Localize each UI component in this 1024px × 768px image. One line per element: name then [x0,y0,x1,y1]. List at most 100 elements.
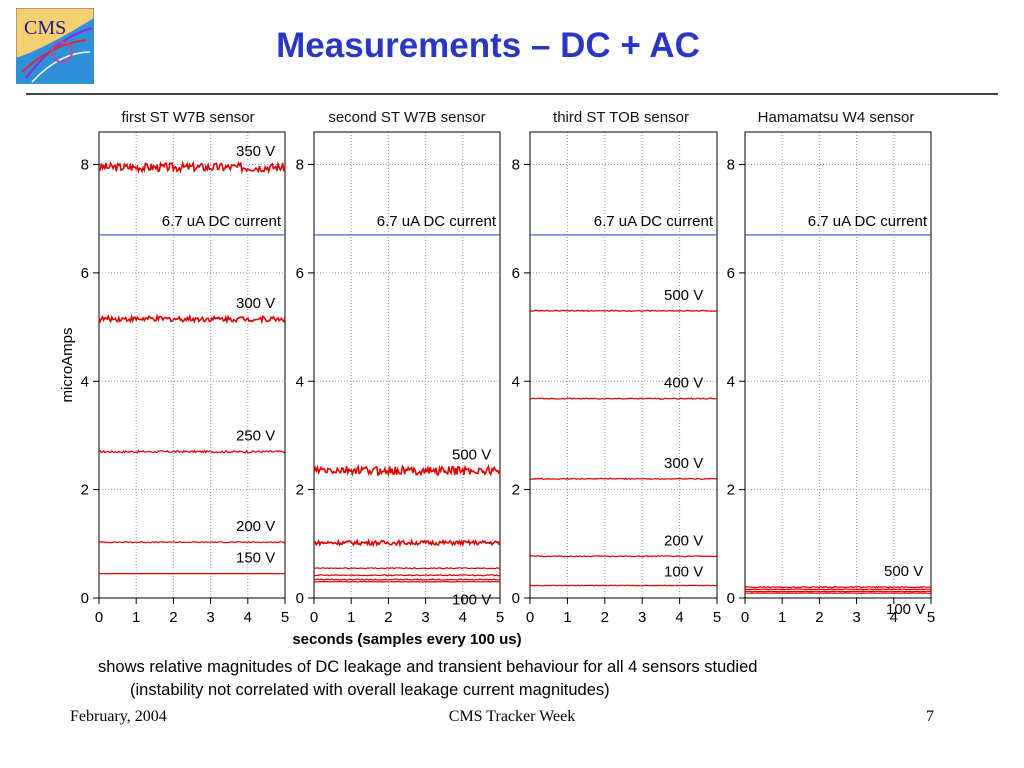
y-tick-label: 6 [296,265,304,282]
series-line [313,464,501,477]
x-tick-label: 2 [815,609,823,626]
x-axis-label: seconds (samples every 100 us) [292,631,521,648]
y-tick-label: 6 [727,265,735,282]
y-tick-label: 0 [727,590,735,607]
series-label: 100 V [452,592,491,609]
x-tick-label: 3 [206,609,214,626]
footer-page-number: 7 [926,708,934,725]
y-tick-label: 4 [296,373,304,390]
series-label: 500 V [452,447,491,464]
series-line [313,578,500,581]
reference-label: 6.7 uA DC current [162,213,282,230]
y-tick-label: 4 [512,373,520,390]
series-line [744,585,932,589]
series-line [529,584,718,587]
caption: shows relative magnitudes of DC leakage … [98,656,998,702]
y-tick-label: 6 [81,265,89,282]
series-label: 200 V [664,532,703,549]
series-line [313,566,501,570]
series-label: 250 V [236,428,275,445]
y-tick-label: 2 [727,482,735,499]
x-tick-label: 2 [169,609,177,626]
x-tick-label: 0 [95,609,103,626]
x-tick-label: 5 [927,609,935,626]
y-tick-label: 8 [296,157,304,174]
y-tick-label: 4 [81,373,89,390]
y-tick-label: 4 [727,373,735,390]
reference-label: 6.7 uA DC current [377,213,497,230]
x-tick-label: 2 [601,609,609,626]
series-label: 100 V [664,564,703,581]
title-divider [26,93,998,95]
series-line [98,313,286,325]
plot-frame [744,131,932,599]
series-line [98,540,286,544]
x-tick-label: 0 [741,609,749,626]
reference-label: 6.7 uA DC current [808,213,928,230]
y-tick-label: 2 [81,482,89,499]
y-tick-label: 8 [512,157,520,174]
y-tick-label: 6 [512,265,520,282]
panel-title: Hamamatsu W4 sensor [758,109,915,126]
series-line [529,477,718,481]
series-label: 400 V [664,375,703,392]
x-tick-label: 0 [310,609,318,626]
plot-frame [98,131,286,599]
x-tick-label: 4 [890,609,898,626]
x-tick-label: 3 [638,609,646,626]
x-tick-label: 3 [421,609,429,626]
x-tick-label: 4 [244,609,252,626]
y-tick-label: 0 [296,590,304,607]
y-tick-label: 8 [81,157,89,174]
plot-frame [313,131,501,599]
series-label: 500 V [884,563,923,580]
series-line [744,588,931,591]
x-tick-label: 1 [132,609,140,626]
slide-title: Measurements – DC + AC [276,26,700,65]
x-tick-label: 5 [281,609,289,626]
y-axis-label: microAmps [59,327,76,402]
x-tick-label: 5 [713,609,721,626]
reference-label: 6.7 uA DC current [594,213,714,230]
panel-title: second ST W7B sensor [328,109,485,126]
cms-logo: CMS [16,8,94,84]
series-line [98,160,286,175]
y-tick-label: 0 [81,590,89,607]
series-line [529,397,718,400]
series-label: 200 V [236,518,275,535]
logo-text: CMS [24,17,66,39]
x-tick-label: 1 [563,609,571,626]
panel-title: first ST W7B sensor [121,109,254,126]
series-label: 300 V [664,455,703,472]
series-line [529,309,717,313]
series-label: 100 V [886,601,925,618]
x-tick-label: 4 [459,609,467,626]
y-tick-label: 0 [512,590,520,607]
series-label: 150 V [236,550,275,567]
series-line [529,555,718,558]
series-line [313,573,501,577]
series-label: 500 V [664,287,703,304]
caption-line-2: (instability not correlated with overall… [130,681,610,699]
y-tick-label: 8 [727,157,735,174]
panel-title: third ST TOB sensor [553,109,689,126]
caption-line-1: shows relative magnitudes of DC leakage … [98,658,758,676]
series-label: 350 V [236,143,275,160]
series-line [313,538,501,548]
x-tick-label: 5 [496,609,504,626]
x-tick-label: 2 [384,609,392,626]
series-label: 300 V [236,295,275,312]
footer-date: February, 2004 [70,708,167,725]
x-tick-label: 1 [778,609,786,626]
series-line [744,590,931,593]
y-tick-label: 2 [512,482,520,499]
footer-event: CMS Tracker Week [448,708,576,725]
x-tick-label: 3 [852,609,860,626]
series-line [313,580,501,583]
y-tick-label: 2 [296,482,304,499]
plot-frame [529,131,718,599]
series-line [98,449,286,454]
x-tick-label: 1 [347,609,355,626]
x-tick-label: 0 [526,609,534,626]
